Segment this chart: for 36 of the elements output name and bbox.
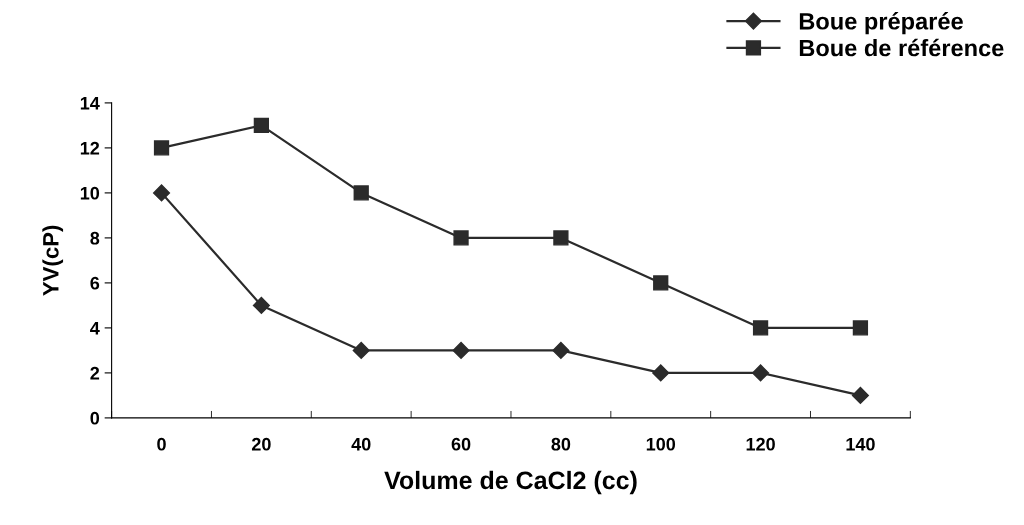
point [353,185,369,201]
point [852,320,869,336]
y-tick-label: 8 [90,231,100,245]
point [752,364,770,382]
y-tick-label: 0 [90,411,100,425]
x-tick-label: 20 [251,437,271,451]
x-tick-label: 0 [157,437,166,451]
legend-label: Boue de référence [799,38,1004,57]
point [552,341,570,359]
y-tick-label: 6 [90,276,100,290]
point [752,320,769,336]
x-tick-label: 40 [351,437,371,451]
point [652,364,670,382]
x-tick-label: 60 [451,437,471,451]
point [851,386,869,404]
x-axis-title: Volume de CaCl2 (cc) [384,470,637,495]
legend-label: Boue préparée [799,12,963,35]
point [653,275,669,291]
x-tick-label: 140 [846,437,875,451]
point [453,230,469,246]
y-tick-label: 4 [90,322,100,335]
y-axis-title: YV(cP) [42,225,64,296]
x-tick-label: 100 [646,437,676,451]
point [253,117,270,134]
point [252,296,270,314]
point [553,230,569,246]
point [153,140,170,156]
y-tick-label: 10 [80,186,100,200]
point [352,341,370,359]
y-tick-label: 12 [80,141,100,155]
x-tick-label: 80 [551,437,571,451]
x-tick-label: 120 [746,437,775,451]
y-tick-label: 2 [90,366,100,380]
y-tick-label: 14 [80,97,100,110]
point [452,341,470,359]
point [152,184,171,202]
